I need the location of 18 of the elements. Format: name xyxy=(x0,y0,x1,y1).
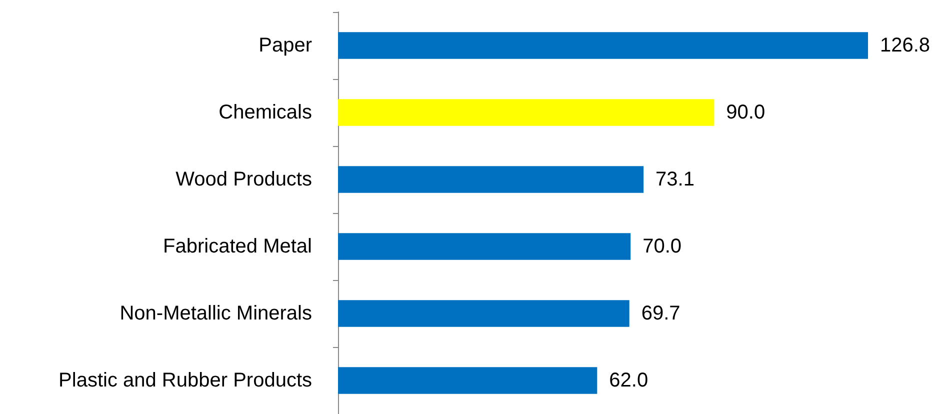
data-label: 73.1 xyxy=(656,168,694,190)
bar xyxy=(338,166,644,193)
data-label: 62.0 xyxy=(609,370,648,392)
y-tick-label: Wood Products xyxy=(176,168,312,190)
data-label: 90.0 xyxy=(726,102,766,124)
bar xyxy=(338,32,868,59)
bar xyxy=(338,367,598,394)
y-tick-label: Fabricated Metal xyxy=(163,236,312,258)
bar xyxy=(338,99,714,126)
y-tick-label: Plastic and Rubber Products xyxy=(58,370,312,392)
bar xyxy=(338,233,631,260)
data-label: 126.8 xyxy=(880,34,930,56)
data-label: 69.7 xyxy=(641,302,680,324)
bar xyxy=(338,300,630,327)
data-label: 70.0 xyxy=(642,236,682,258)
y-tick-label: Non-Metallic Minerals xyxy=(120,302,312,324)
y-tick-label: Paper xyxy=(258,34,312,56)
y-tick-label: Chemicals xyxy=(218,102,312,124)
